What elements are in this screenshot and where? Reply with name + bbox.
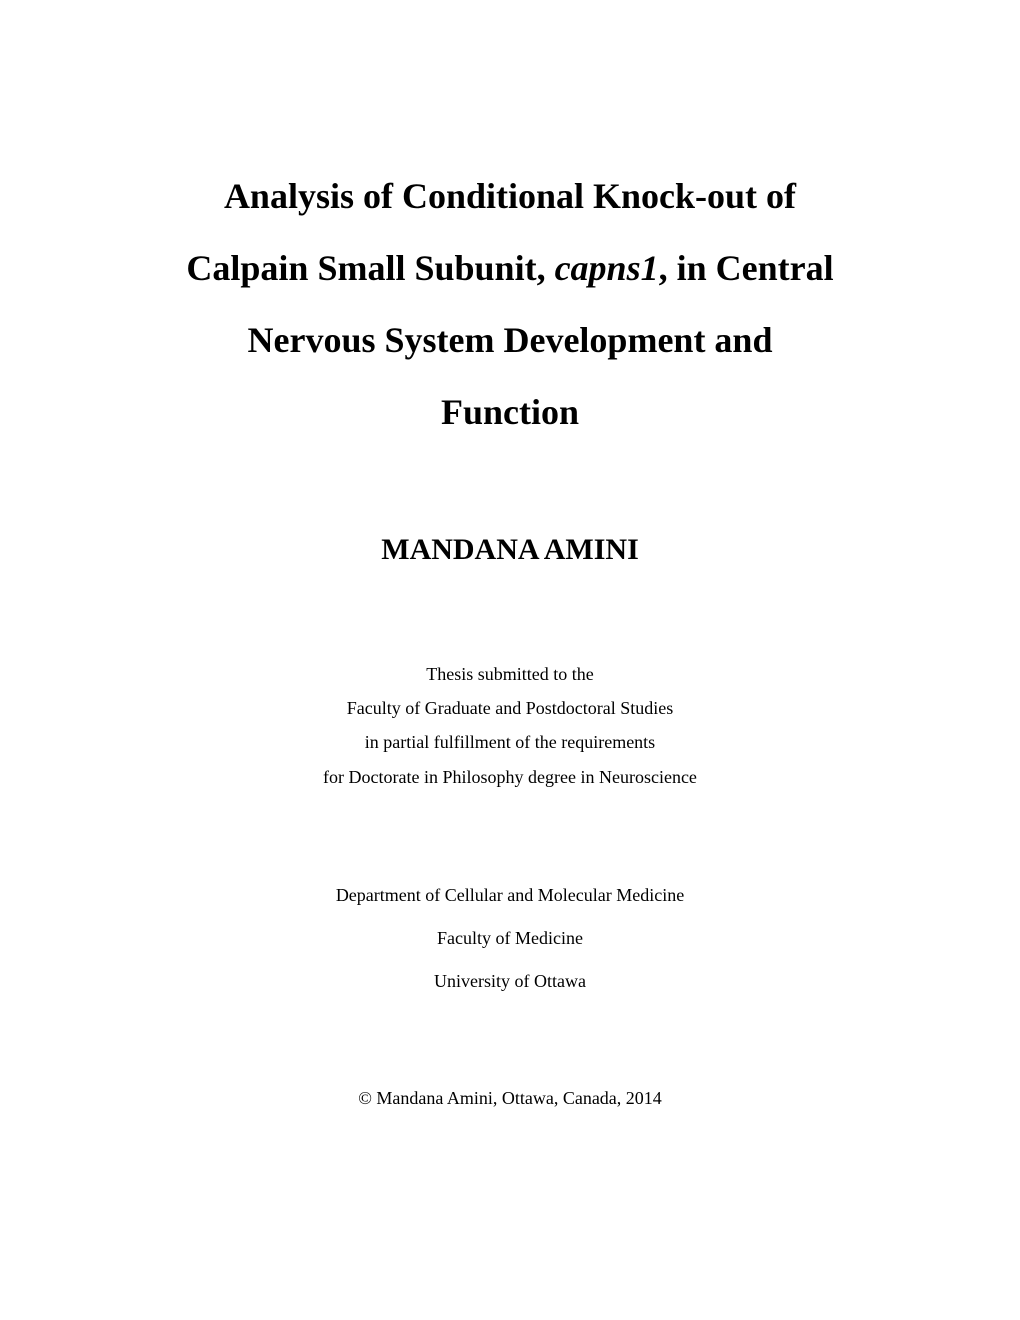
title-line-3: Nervous System Development and — [100, 304, 920, 376]
title-line-2: Calpain Small Subunit, capns1, in Centra… — [100, 232, 920, 304]
submission-line-2: Faculty of Graduate and Postdoctoral Stu… — [100, 691, 920, 725]
thesis-title-block: Analysis of Conditional Knock-out of Cal… — [100, 160, 920, 448]
submission-block: Thesis submitted to the Faculty of Gradu… — [100, 657, 920, 794]
title-line-2-italic: capns1 — [555, 248, 659, 288]
submission-line-3: in partial fulfillment of the requiremen… — [100, 725, 920, 759]
department-line-3: University of Ottawa — [100, 960, 920, 1003]
title-line-2-part1: Calpain Small Subunit, — [186, 248, 554, 288]
submission-line-4: for Doctorate in Philosophy degree in Ne… — [100, 760, 920, 794]
department-line-2: Faculty of Medicine — [100, 917, 920, 960]
title-line-2-part2: , in Central — [659, 248, 834, 288]
copyright-text: © Mandana Amini, Ottawa, Canada, 2014 — [100, 1088, 920, 1109]
title-line-1: Analysis of Conditional Knock-out of — [100, 160, 920, 232]
author-name: MANDANA AMINI — [100, 533, 920, 567]
title-line-4: Function — [100, 376, 920, 448]
submission-line-1: Thesis submitted to the — [100, 657, 920, 691]
department-block: Department of Cellular and Molecular Med… — [100, 874, 920, 1004]
copyright-block: © Mandana Amini, Ottawa, Canada, 2014 — [100, 1088, 920, 1109]
author-block: MANDANA AMINI — [100, 533, 920, 567]
department-line-1: Department of Cellular and Molecular Med… — [100, 874, 920, 917]
